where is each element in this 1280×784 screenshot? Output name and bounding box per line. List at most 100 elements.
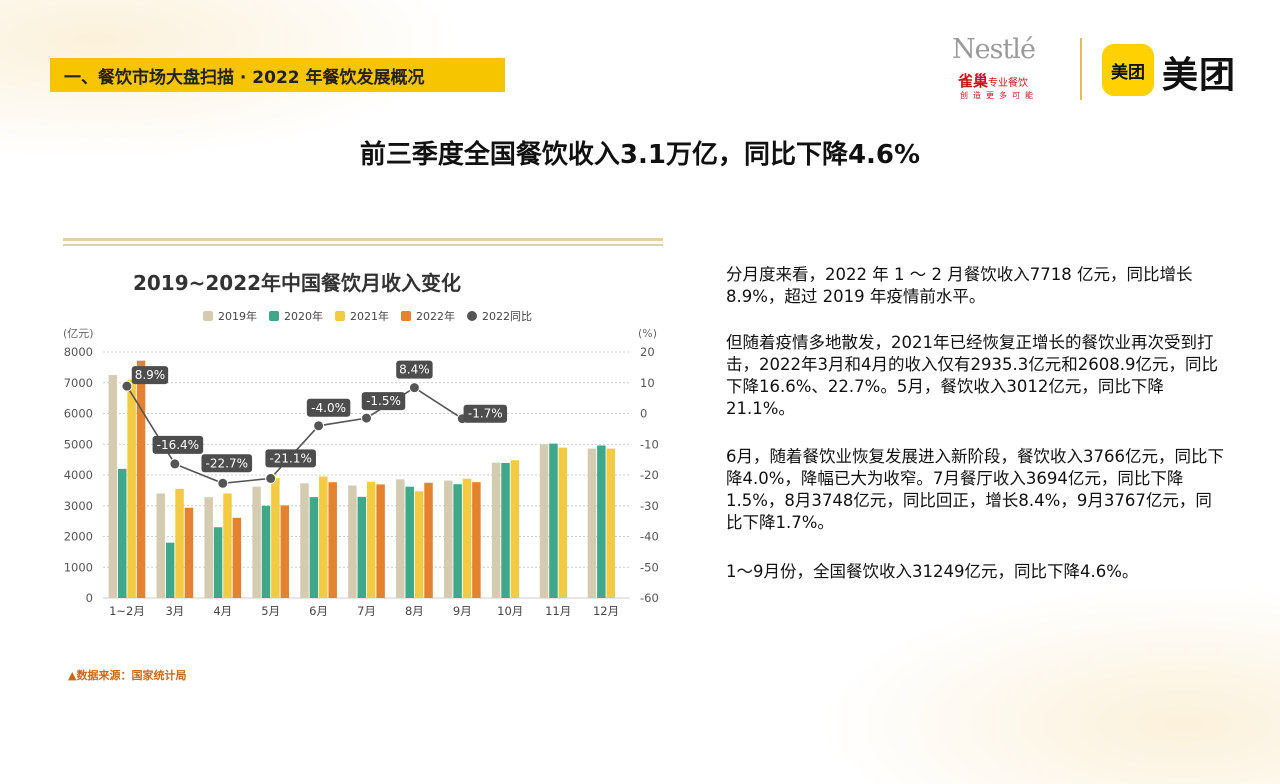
yoy-label-7月: -1.5% — [366, 394, 401, 408]
yoy-label-box-6月 — [306, 398, 351, 417]
y-tick-8000: 8000 — [64, 345, 93, 359]
x-tick-6月: 6月 — [309, 604, 328, 618]
text-paragraph-4: 1～9月份，全国餐饮收入31249亿元，同比下降4.6%。 — [726, 562, 1139, 581]
yoy-point-4月 — [217, 477, 229, 489]
legend-swatch-2022同比 — [467, 311, 477, 321]
legend-label-2020年: 2020年 — [284, 309, 323, 323]
chart-title: 2019~2022年中国餐饮月收入变化 — [133, 271, 461, 295]
bar-2021年-8月 — [414, 491, 424, 598]
yoy-label-4月: -22.7% — [206, 456, 248, 470]
yoy-label-box-7月 — [361, 392, 406, 411]
y-tick-0: 0 — [86, 591, 93, 605]
bar-2022年-5月 — [280, 505, 290, 598]
legend-swatch-2019年 — [203, 311, 213, 321]
nestle-cn-main: 雀巢 — [958, 72, 989, 90]
bar-2019年-5月 — [252, 486, 261, 598]
bar-2020年-4月 — [213, 527, 223, 598]
chart-top-rule — [63, 238, 663, 241]
legend-label-2022同比: 2022同比 — [482, 310, 532, 323]
bar-2019年-4月 — [204, 497, 213, 598]
bar-2020年-11月 — [549, 443, 558, 598]
bar-2019年-11月 — [539, 444, 549, 598]
x-tick-9月: 9月 — [453, 604, 472, 618]
bar-2021年-10月 — [510, 460, 520, 598]
data-source-note: ▲数据来源：国家统计局 — [68, 669, 187, 682]
bar-2022年-8月 — [424, 482, 433, 598]
legend-label-2022年: 2022年 — [416, 309, 455, 323]
x-tick-11月: 11月 — [545, 604, 571, 618]
yoy-label-box-4月 — [201, 454, 253, 473]
brand-logos: Nestlé 雀巢专业餐饮 创造更多可能 美团 美团 — [948, 32, 1258, 104]
bar-2022年-7月 — [376, 484, 385, 598]
y2-tick--40: -40 — [640, 530, 659, 544]
bar-2022年-4月 — [232, 517, 242, 598]
bar-2021年-3月 — [175, 488, 184, 598]
yoy-label-box-9月 — [463, 404, 508, 423]
bar-2020年-8月 — [405, 486, 414, 598]
bar-2020年-7月 — [357, 496, 367, 598]
x-tick-3月: 3月 — [165, 604, 184, 618]
bar-2020年-5月 — [261, 505, 271, 598]
bar-2019年-12月 — [587, 448, 597, 598]
bar-2019年-10月 — [491, 462, 501, 598]
x-tick-12月: 12月 — [593, 604, 619, 618]
y2-tick--60: -60 — [640, 591, 659, 605]
bar-2021年-7月 — [366, 481, 376, 598]
x-tick-10月: 10月 — [497, 604, 523, 618]
monthly-revenue-chart: 2019~2022年中国餐饮月收入变化 2019年 2020年 2021年 2022年 2… — [63, 271, 659, 618]
legend-swatch-2020年 — [269, 311, 279, 321]
section-title-tag: 一、餐饮市场大盘扫描 · 2022 年餐饮发展概况 — [50, 58, 505, 92]
legend-swatch-2022年 — [401, 311, 411, 321]
y2-tick--50: -50 — [640, 560, 659, 574]
chart-top-rule-2 — [63, 244, 663, 246]
legend-label-2019年: 2019年 — [218, 309, 257, 323]
bar-2019年-9月 — [443, 480, 453, 598]
bar-2021年-5月 — [271, 478, 280, 598]
bar-2020年-9月 — [453, 484, 462, 598]
y-tick-3000: 3000 — [64, 499, 93, 513]
bar-2021年-4月 — [223, 493, 232, 598]
x-tick-4月: 4月 — [213, 604, 232, 618]
x-tick-7月: 7月 — [357, 604, 376, 618]
y2-tick--10: -10 — [640, 437, 659, 451]
x-tick-5月: 5月 — [261, 604, 280, 618]
yoy-point-7月 — [361, 412, 372, 424]
yoy-label-3月: -16.4% — [157, 438, 199, 452]
text-paragraph-1: 分月度来看，2022 年 1 ～ 2 月餐饮收入7718 亿元，同比增长 8.9… — [726, 265, 1193, 306]
y-tick-6000: 6000 — [64, 407, 93, 421]
yoy-label-9月: -1.7% — [468, 407, 503, 421]
yoy-point-1~2月 — [121, 380, 133, 392]
y-tick-2000: 2000 — [64, 530, 93, 544]
nestle-logo: Nestlé — [952, 34, 1036, 65]
y-axis-unit-label: (亿元) — [63, 327, 94, 340]
yoy-label-box-1~2月 — [131, 366, 169, 385]
bar-2020年-1~2月 — [118, 468, 127, 598]
y-tick-7000: 7000 — [64, 376, 93, 390]
yoy-point-3月 — [169, 458, 181, 470]
bar-2022年-6月 — [328, 482, 337, 598]
x-tick-8月: 8月 — [405, 604, 424, 618]
bar-2019年-7月 — [348, 485, 357, 598]
yoy-label-1~2月: 8.9% — [135, 368, 166, 382]
bar-2021年-9月 — [462, 478, 472, 598]
meituan-badge-icon: 美团 — [1102, 44, 1154, 96]
yoy-point-5月 — [265, 472, 277, 484]
bar-2019年-8月 — [396, 479, 405, 598]
y-tick-4000: 4000 — [64, 468, 93, 482]
bar-2022年-1~2月 — [136, 360, 146, 598]
yoy-point-8月 — [408, 382, 420, 394]
bar-2021年-6月 — [319, 476, 328, 598]
bar-2021年-1~2月 — [127, 379, 136, 598]
bar-2021年-12月 — [606, 448, 615, 598]
y2-tick-20: 20 — [640, 345, 655, 359]
bar-2022年-3月 — [184, 507, 194, 598]
decorative-swirl-bottom-right — [820, 584, 1280, 784]
bar-2020年-3月 — [165, 542, 175, 598]
y-tick-5000: 5000 — [64, 437, 93, 451]
x-tick-1~2月: 1~2月 — [109, 604, 145, 618]
nestle-slogan: 创造更多可能 — [960, 91, 1038, 100]
nestle-wordmark: Nestlé — [952, 34, 1036, 65]
bar-2021年-11月 — [558, 447, 568, 598]
bar-2022年-9月 — [472, 482, 481, 598]
y2-tick-10: 10 — [640, 376, 655, 390]
